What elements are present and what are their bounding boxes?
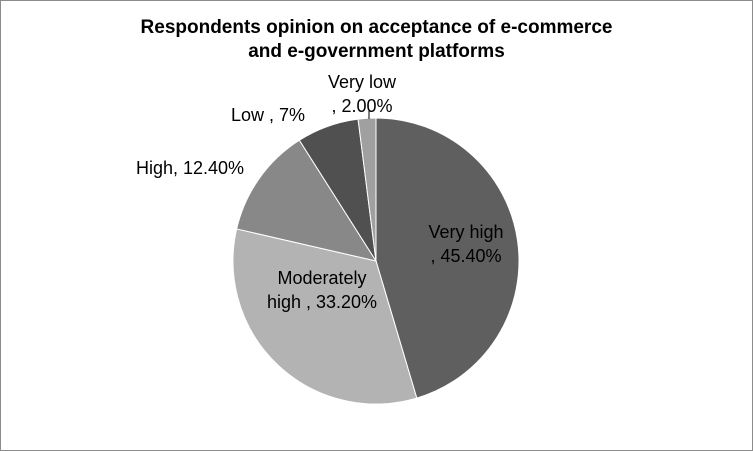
data-label-moderately-high: Moderately high , 33.20%: [267, 268, 377, 312]
chart-title-line-1: Respondents opinion on acceptance of e-c…: [140, 17, 613, 38]
data-label-line: Moderately: [277, 268, 366, 288]
chart-title-line-2: and e-government platforms: [248, 41, 505, 62]
chart-title: Respondents opinion on acceptance of e-c…: [0, 16, 753, 64]
data-label-very-high: Very high , 45.40%: [428, 222, 503, 266]
data-label-line: Very high: [428, 222, 503, 242]
data-label-line: , 2.00%: [331, 96, 392, 116]
pie-slice-high: [236, 139, 378, 262]
pie-slice-very-low: [357, 117, 377, 262]
data-label-high: High, 12.40%: [136, 158, 244, 178]
data-label-line: High, 12.40%: [136, 158, 244, 178]
data-label-line: , 45.40%: [430, 246, 501, 266]
data-label-line: high , 33.20%: [267, 292, 377, 312]
data-label-line: Low , 7%: [231, 105, 305, 125]
pie-slice-moderately-high: [232, 228, 418, 405]
data-label-very-low: Very low , 2.00%: [328, 72, 397, 116]
data-label-line: Very low: [328, 72, 397, 92]
pie-slice-very-high: [375, 117, 520, 399]
data-label-low: Low , 7%: [231, 105, 305, 125]
